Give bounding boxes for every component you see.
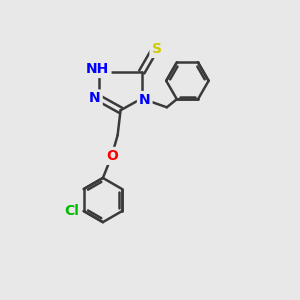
Text: S: S bbox=[152, 42, 161, 56]
Text: N: N bbox=[89, 92, 101, 106]
Text: N: N bbox=[139, 93, 151, 107]
Text: NH: NH bbox=[86, 62, 110, 76]
Text: Cl: Cl bbox=[64, 204, 79, 218]
Text: O: O bbox=[106, 149, 118, 163]
